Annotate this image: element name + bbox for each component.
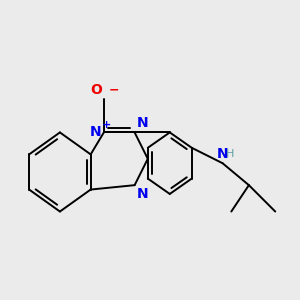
Text: +: + <box>102 119 112 130</box>
Text: N: N <box>217 146 228 161</box>
Text: N: N <box>137 188 148 201</box>
Text: −: − <box>108 83 119 96</box>
Text: N: N <box>90 125 102 140</box>
Text: O: O <box>90 83 102 97</box>
Text: N: N <box>137 116 148 130</box>
Text: H: H <box>226 148 235 158</box>
